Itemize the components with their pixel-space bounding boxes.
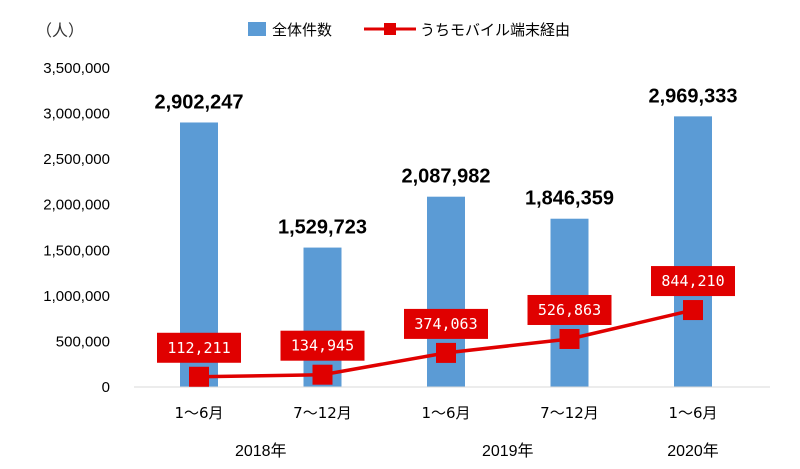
y-tick-label: 2,500,000	[43, 151, 110, 168]
line-value-label: 844,210	[661, 272, 724, 290]
line-data-labels: 112,211 134,945 374,063 526,863 844,210	[157, 266, 735, 363]
y-tick-label: 1,500,000	[43, 242, 110, 259]
x-category-label: 1〜6月	[668, 404, 717, 422]
line-label-box	[527, 294, 612, 325]
line-label-box	[157, 332, 241, 363]
bar-value-label: 2,087,982	[402, 166, 491, 188]
y-tick-label: 3,000,000	[43, 106, 110, 123]
line-value-label: 112,211	[167, 339, 230, 357]
bar	[674, 116, 712, 387]
line-value-label: 134,945	[291, 337, 354, 355]
bar-value-label: 2,902,247	[155, 91, 244, 113]
x-axis-years: 2018年 2019年 2020年	[235, 442, 719, 460]
x-year-label: 2019年	[482, 442, 534, 460]
x-year-label: 2018年	[235, 442, 287, 460]
y-axis-unit-label: （人）	[36, 21, 84, 40]
bar-value-label: 2,969,333	[649, 85, 738, 107]
y-tick-label: 1,000,000	[43, 288, 110, 305]
x-category-label: 1〜6月	[174, 404, 223, 422]
x-category-label: 1〜6月	[421, 404, 470, 422]
bar-data-labels: 2,902,247 1,529,723 2,087,982 1,846,359 2,96…	[155, 85, 738, 238]
bar	[303, 247, 342, 387]
line-marker	[436, 342, 456, 363]
line-value-label: 374,063	[414, 315, 477, 333]
x-axis-categories: 1〜6月 7〜12月 1〜6月 7〜12月 1〜6月	[174, 404, 717, 422]
x-category-label: 7〜12月	[540, 404, 599, 422]
legend-bar-swatch	[248, 22, 266, 36]
line-marker	[189, 366, 209, 387]
y-tick-label: 500,000	[56, 333, 110, 350]
line-marker	[683, 300, 703, 321]
line-marker	[312, 364, 333, 385]
line-label-box	[280, 330, 365, 361]
line-series	[189, 300, 703, 387]
legend-line-marker	[384, 23, 396, 35]
line-value-label: 526,863	[538, 301, 601, 319]
y-axis: 0 500,000 1,000,000 1,500,000 2,000,000 2,500…	[43, 60, 110, 396]
y-tick-label: 3,500,000	[43, 60, 110, 77]
line-label-box	[404, 308, 488, 339]
line-label-box	[651, 266, 735, 297]
y-tick-label: 0	[102, 379, 110, 396]
x-year-label: 2020年	[667, 442, 719, 460]
line-marker	[559, 328, 580, 349]
legend-line-label: うちモバイル端末経由	[420, 21, 570, 39]
bar-value-label: 1,846,359	[525, 188, 614, 210]
legend: 全体件数 うちモバイル端末経由	[248, 21, 570, 39]
y-tick-label: 2,000,000	[43, 197, 110, 214]
x-category-label: 7〜12月	[293, 404, 352, 422]
bar-value-label: 1,529,723	[278, 217, 367, 239]
legend-bar-label: 全体件数	[272, 21, 332, 39]
